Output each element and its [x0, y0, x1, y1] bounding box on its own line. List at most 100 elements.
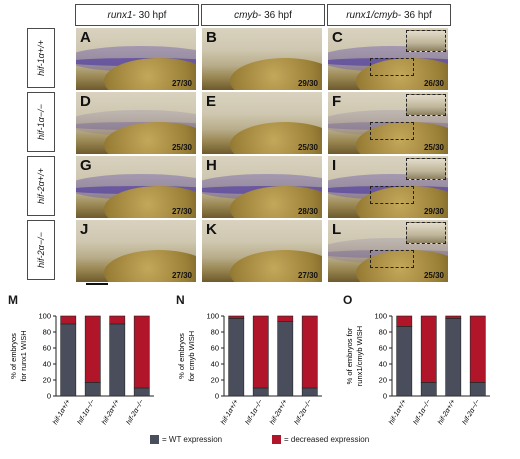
bar-decreased-expression	[277, 315, 294, 322]
row-label-hif1a-wt: hif-1α+/+	[27, 28, 55, 88]
embryo-count: 27/30	[171, 79, 192, 88]
y-tick-label: 100	[38, 312, 51, 321]
micrograph-panel: E 25/30	[202, 92, 322, 154]
column-stage-label: - 36 hpf	[257, 9, 292, 21]
column-stage-label: - 30 hpf	[132, 9, 167, 21]
column-gene-label: cmyb	[234, 9, 258, 21]
bar-wt-expression	[109, 323, 126, 397]
x-tick-label: hif-2α−/−	[126, 399, 146, 427]
embryo-count: 25/30	[423, 143, 444, 152]
panel-letter: J	[80, 221, 89, 238]
bar-wt-expression	[84, 382, 101, 397]
embryo-count: 26/30	[423, 79, 444, 88]
micrograph-panel: F 25/30	[328, 92, 448, 154]
y-axis-label: % of embryos	[9, 333, 18, 379]
chart-letter-n: N	[176, 293, 185, 307]
panel-letter: H	[206, 157, 217, 174]
embryo-count: 28/30	[297, 207, 318, 216]
zoom-inset	[406, 94, 446, 116]
y-tick-label: 40	[43, 360, 51, 369]
panel-letter: G	[80, 157, 92, 174]
row-label-text: hif-1α−/−	[36, 104, 46, 140]
legend-label-decreased: = decreased expression	[284, 435, 370, 444]
column-header-runx1-cmyb: runx1/cmyb - 36 hpf	[327, 4, 451, 26]
zoom-region-box	[370, 58, 414, 76]
row-label-text: hif-2α+/+	[36, 168, 46, 204]
micrograph-panel: D 25/30	[76, 92, 196, 154]
bar-decreased-expression	[445, 315, 462, 319]
legend-swatch-decreased	[272, 435, 281, 444]
column-gene-label: runx1	[107, 9, 133, 21]
embryo-count: 29/30	[423, 207, 444, 216]
zoom-region-box	[370, 186, 414, 204]
zoom-region-box	[370, 250, 414, 268]
y-tick-label: 0	[215, 392, 219, 401]
bar-decreased-expression	[228, 315, 245, 319]
bar-wt-expression	[277, 321, 294, 397]
embryo-count: 27/30	[171, 271, 192, 280]
embryo-count: 25/30	[297, 143, 318, 152]
zoom-inset	[406, 30, 446, 52]
micrograph-panel: G 27/30	[76, 156, 196, 218]
bar-decreased-expression	[469, 315, 486, 383]
y-tick-label: 60	[211, 344, 219, 353]
panel-letter: L	[332, 221, 342, 238]
row-label-hif1a-mut: hif-1α−/−	[27, 92, 55, 152]
embryo-count: 29/30	[297, 79, 318, 88]
micrograph-panel: B 29/30	[202, 28, 322, 90]
embryo-count: 25/30	[171, 143, 192, 152]
bar-wt-expression	[420, 382, 437, 397]
x-tick-label: hif-2α+/+	[269, 399, 289, 427]
bar-wt-expression	[228, 318, 245, 397]
legend-label-wt: = WT expression	[162, 435, 223, 444]
legend-wt: = WT expression	[150, 435, 222, 444]
x-tick-label: hif-1α+/+	[52, 399, 72, 427]
bar-decreased-expression	[420, 315, 437, 383]
bar-wt-expression	[252, 387, 269, 397]
row-label-hif2a-mut: hif-2α−/−	[27, 220, 55, 280]
x-tick-label: hif-1α−/−	[245, 399, 265, 427]
panel-letter: E	[206, 93, 217, 110]
micrograph-panel: L 25/30	[328, 220, 448, 282]
panel-letter: A	[80, 29, 91, 46]
zoom-inset	[406, 158, 446, 180]
panel-letter: C	[332, 29, 343, 46]
y-tick-label: 40	[211, 360, 219, 369]
y-tick-label: 0	[383, 392, 387, 401]
x-tick-label: hif-2α+/+	[437, 399, 457, 427]
bar-wt-expression	[133, 387, 150, 397]
y-axis-label: % of embryos for	[345, 327, 354, 384]
y-tick-label: 20	[211, 376, 219, 385]
bar-decreased-expression	[84, 315, 101, 383]
column-stage-label: - 36 hpf	[397, 9, 432, 21]
panel-letter: F	[332, 93, 342, 110]
zoom-inset	[406, 222, 446, 244]
x-tick-label: hif-2α+/+	[101, 399, 121, 427]
y-tick-label: 20	[43, 376, 51, 385]
row-label-text: hif-1α+/+	[36, 40, 46, 76]
chart-runx1-cmyb: % of embryos for runx1/cmyb WISH 0 20 40 60 80…	[345, 312, 490, 427]
micrograph-panel: I 29/30	[328, 156, 448, 218]
legend-swatch-wt	[150, 435, 159, 444]
y-tick-label: 0	[47, 392, 51, 401]
micrograph-panel: H 28/30	[202, 156, 322, 218]
column-header-runx1: runx1 - 30 hpf	[75, 4, 199, 26]
y-tick-label: 40	[379, 360, 387, 369]
bar-decreased-expression	[396, 315, 413, 327]
y-tick-label: 80	[379, 328, 387, 337]
y-tick-label: 100	[374, 312, 387, 321]
chart-cmyb: % of embryos for cmyb WISH 0 20 40 60 80 100 hif…	[177, 312, 322, 427]
bar-wt-expression	[60, 323, 77, 397]
panel-letter: I	[332, 157, 337, 174]
micrograph-panel: J 27/30	[76, 220, 196, 282]
bar-wt-expression	[301, 387, 318, 397]
zoom-region-box	[370, 122, 414, 140]
bar-decreased-expression	[252, 315, 269, 389]
y-tick-label: 80	[211, 328, 219, 337]
x-tick-label: hif-1α+/+	[220, 399, 240, 427]
column-header-cmyb: cmyb - 36 hpf	[201, 4, 325, 26]
y-tick-label: 60	[43, 344, 51, 353]
y-axis-label: for cmyb WISH	[187, 331, 196, 381]
y-tick-label: 80	[43, 328, 51, 337]
bar-decreased-expression	[60, 315, 77, 325]
